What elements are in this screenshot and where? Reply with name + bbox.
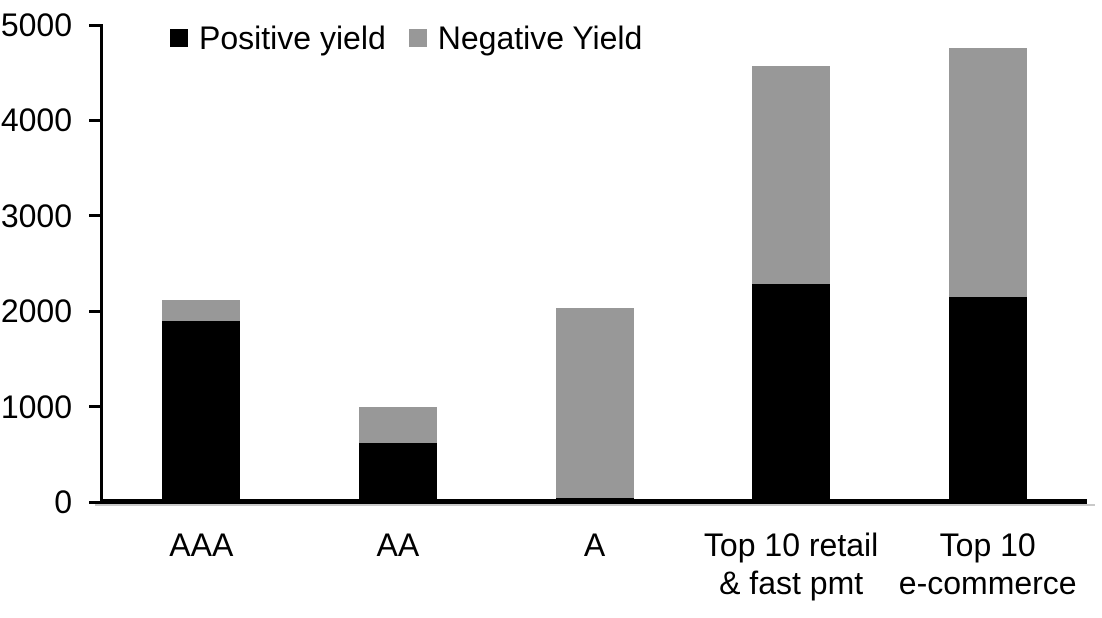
bar-segment-aaa-negative-yield [162,299,241,321]
y-tick-label: 1000 [0,388,72,425]
legend-swatch-positive-yield-icon [170,29,188,47]
legend-label-positive-yield: Positive yield [199,20,386,56]
legend: Positive yield Negative Yield [170,20,642,56]
x-axis-label-top-10-retail-fast-pmt: Top 10 retail & fast pmt [703,527,879,601]
bar-segment-a-negative-yield [555,308,634,499]
legend-item-positive-yield: Positive yield [170,20,386,56]
x-axis-line [100,499,1087,504]
x-axis-label-top-10-e-commerce: Top 10 e-commerce [898,527,1077,601]
y-tick-label: 0 [54,484,72,520]
y-tick-label: 3000 [0,197,72,234]
y-tick-mark [89,23,103,27]
legend-swatch-negative-yield-icon [408,29,427,47]
y-tick-mark [89,405,103,409]
legend-item-negative-yield: Negative Yield [408,20,643,56]
y-tick-mark [89,500,103,504]
bar-segment-top-10-e-commerce-negative-yield [948,47,1027,297]
legend-label-negative-yield: Negative Yield [437,20,643,56]
x-axis-shadow-line [95,504,1095,506]
x-axis-label-a: A [583,527,606,563]
y-axis-line [100,25,103,503]
bar-segment-aa-negative-yield [358,406,437,443]
x-axis-label-aa: AA [376,527,420,563]
y-tick-label: 4000 [0,102,72,139]
bar-segment-aa-positive-yield [358,442,437,502]
y-tick-label: 2000 [0,293,72,330]
y-tick-mark [89,118,103,122]
y-tick-mark [89,214,103,218]
bar-segment-aaa-positive-yield [162,320,241,502]
y-tick-label: 5000 [0,7,72,43]
bar-segment-top-10-e-commerce-positive-yield [948,296,1027,502]
y-tick-mark [89,309,103,313]
bar-segment-top-10-retail-fast-pmt-positive-yield [752,283,831,502]
bar-segment-top-10-retail-fast-pmt-negative-yield [752,66,831,284]
x-axis-label-aaa: AAA [169,527,234,563]
